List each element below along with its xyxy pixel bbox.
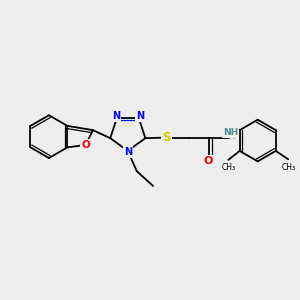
Text: CH₃: CH₃: [221, 164, 236, 172]
Text: N: N: [124, 147, 132, 158]
Text: N: N: [136, 111, 144, 121]
Text: N: N: [112, 111, 120, 121]
Text: S: S: [163, 131, 171, 144]
Text: O: O: [82, 140, 90, 150]
Text: CH₃: CH₃: [281, 163, 295, 172]
Text: NH: NH: [223, 128, 238, 137]
Text: O: O: [204, 156, 213, 166]
